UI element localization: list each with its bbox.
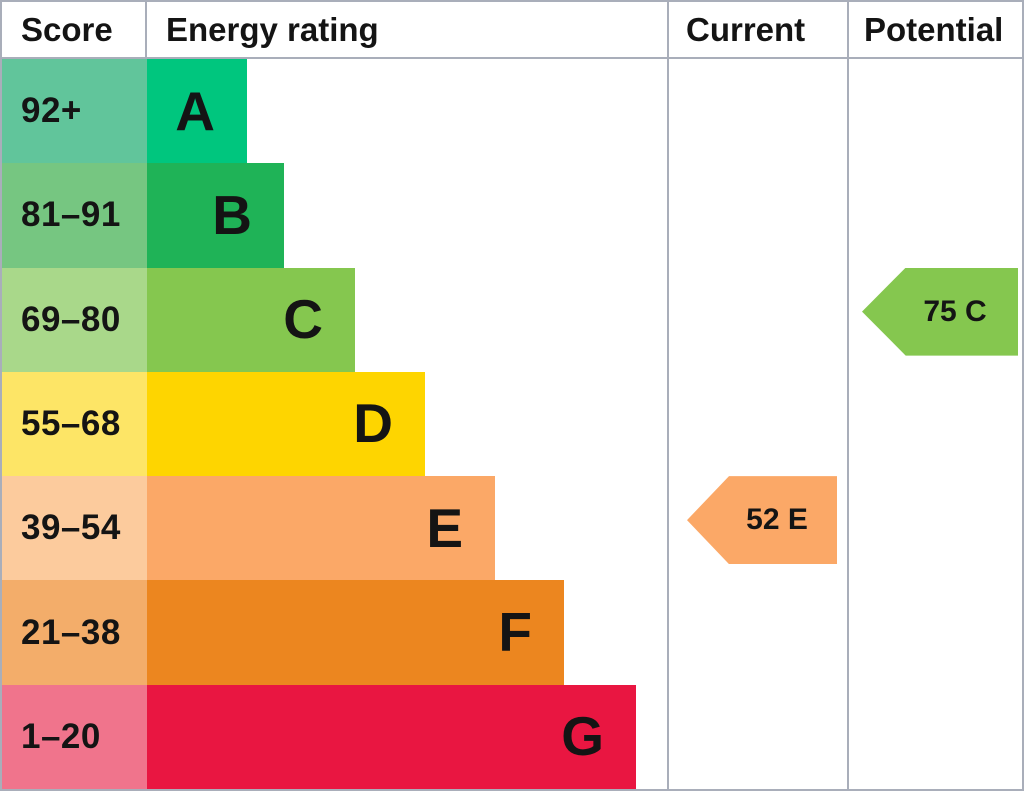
current-cell-a xyxy=(667,59,847,164)
band-bar-f: F xyxy=(147,580,564,685)
header-potential: Potential xyxy=(847,2,1022,57)
score-range-b: 81–91 xyxy=(2,163,147,268)
potential-cell-a xyxy=(847,59,1022,164)
score-range-a: 92+ xyxy=(2,59,147,164)
band-row-f: 21–38 F xyxy=(2,580,1022,685)
current-cell-e: 52 E xyxy=(667,476,847,581)
band-bar-a: A xyxy=(147,59,247,164)
band-row-g: 1–20 G xyxy=(2,684,1022,789)
current-cell-g xyxy=(667,684,847,789)
band-bar-g: G xyxy=(147,684,636,789)
potential-cell-b xyxy=(847,163,1022,268)
band-bar-d: D xyxy=(147,371,425,477)
score-range-c: 69–80 xyxy=(2,267,147,372)
band-row-e: 39–54 E 52 E xyxy=(2,476,1022,581)
band-row-a: 92+ A xyxy=(2,59,1022,164)
potential-cell-e xyxy=(847,476,1022,581)
current-cell-c xyxy=(667,267,847,372)
score-range-f: 21–38 xyxy=(2,580,147,685)
bar-area-e: E xyxy=(147,476,667,581)
table-header-row: Score Energy rating Current Potential xyxy=(2,2,1022,59)
header-current: Current xyxy=(667,2,847,57)
bar-area-f: F xyxy=(147,580,667,685)
score-range-e: 39–54 xyxy=(2,476,147,581)
potential-cell-d xyxy=(847,371,1022,477)
potential-cell-g xyxy=(847,684,1022,789)
current-cell-d xyxy=(667,371,847,477)
current-rating-arrow: 52 E xyxy=(687,476,837,565)
band-row-c: 69–80 C 75 C xyxy=(2,267,1022,372)
potential-cell-f xyxy=(847,580,1022,685)
header-score: Score xyxy=(2,2,147,57)
bar-area-a: A xyxy=(147,59,667,164)
bar-area-b: B xyxy=(147,163,667,268)
bar-area-c: C xyxy=(147,267,667,372)
header-energy-rating: Energy rating xyxy=(166,10,379,48)
bar-area-d: D xyxy=(147,371,667,477)
band-rows: 92+ A 81–91 B 69–80 C 75 C xyxy=(2,59,1022,789)
score-range-d: 55–68 xyxy=(2,371,147,477)
band-row-b: 81–91 B xyxy=(2,163,1022,268)
band-bar-b: B xyxy=(147,163,284,268)
bar-area-g: G xyxy=(147,684,667,789)
potential-cell-c: 75 C xyxy=(847,267,1022,372)
band-bar-e: E xyxy=(147,476,495,581)
band-bar-c: C xyxy=(147,267,355,372)
band-row-d: 55–68 D xyxy=(2,371,1022,477)
score-range-g: 1–20 xyxy=(2,684,147,789)
potential-rating-arrow: 75 C xyxy=(862,267,1018,356)
current-cell-b xyxy=(667,163,847,268)
current-cell-f xyxy=(667,580,847,685)
